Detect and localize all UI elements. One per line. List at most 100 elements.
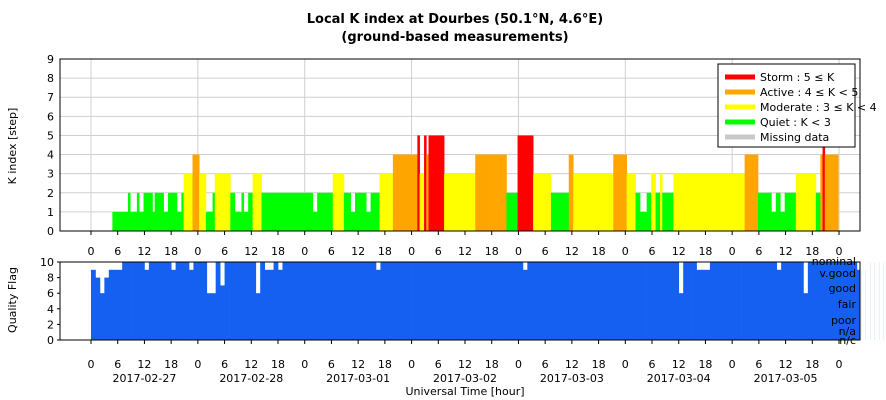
kindex-bar: [753, 154, 757, 231]
kindex-bar: [695, 173, 699, 231]
kindex-bar: [455, 173, 458, 231]
kindex-x-tick-label: 12: [137, 245, 151, 258]
kindex-bar: [165, 211, 169, 231]
kindex-bar: [593, 173, 596, 231]
quality-x-tick-label: 0: [194, 358, 201, 371]
quality-bar: [211, 293, 217, 340]
kindex-bar: [791, 192, 794, 231]
quality-bar: [660, 262, 666, 340]
quality-bar: [135, 262, 141, 340]
kindex-bar: [648, 192, 652, 231]
kindex-bar: [268, 192, 271, 231]
kindex-bar: [697, 173, 701, 231]
kindex-bar: [795, 173, 799, 231]
quality-bar: [322, 262, 328, 340]
kindex-bar: [637, 192, 641, 231]
kindex-bar: [259, 173, 262, 231]
kindex-x-tick-label: 0: [836, 245, 843, 258]
kindex-bar: [546, 173, 550, 231]
quality-bar: [215, 262, 221, 340]
kindex-bar: [717, 173, 721, 231]
quality-bar: [286, 262, 292, 340]
kindex-bar: [312, 211, 316, 231]
quality-x-tick-label: 6: [649, 358, 656, 371]
kindex-x-tick-label: 12: [458, 245, 472, 258]
quality-bar: [794, 262, 800, 340]
quality-bar: [416, 262, 421, 340]
kindex-bar: [720, 173, 723, 231]
kindex-bar: [283, 192, 287, 231]
kindex-bar: [646, 192, 650, 231]
kindex-bar: [239, 211, 242, 231]
quality-bar: [318, 262, 323, 340]
quality-x-tick-label: 6: [542, 358, 549, 371]
kindex-bar: [806, 173, 810, 231]
kindex-bar: [481, 154, 485, 231]
kindex-bar: [205, 211, 209, 231]
kindex-bar: [330, 192, 334, 231]
quality-bar: [389, 262, 395, 340]
quality-flag-label: good: [829, 282, 856, 295]
kindex-bar: [570, 154, 574, 231]
kindex-bar: [317, 192, 320, 231]
kindex-y-tick-label: 1: [47, 206, 54, 219]
quality-bar: [482, 262, 488, 340]
kindex-bar: [537, 173, 541, 231]
kindex-bar: [401, 154, 405, 231]
quality-bar: [433, 262, 439, 340]
kindex-bar: [535, 173, 538, 231]
kindex-bar: [528, 135, 532, 231]
kindex-bar: [579, 173, 583, 231]
kindex-bar: [395, 154, 398, 231]
kindex-bar: [773, 211, 777, 231]
kindex-bar: [410, 154, 414, 231]
kindex-bar: [597, 173, 601, 231]
kindex-bar: [366, 211, 369, 231]
kindex-bar: [321, 192, 325, 231]
kindex-bar: [762, 192, 766, 231]
quality-bar: [843, 262, 849, 340]
kindex-bar: [437, 135, 440, 231]
kindex-bar: [248, 192, 251, 231]
kindex-bar: [281, 192, 285, 231]
kindex-bar: [800, 173, 803, 231]
kindex-x-tick-label: 6: [114, 245, 121, 258]
quality-y-tick-label: 4: [47, 303, 54, 316]
quality-bar: [224, 262, 230, 340]
quality-bar: [447, 262, 453, 340]
kindex-bar: [655, 192, 659, 231]
quality-bar: [255, 293, 261, 340]
quality-bar: [126, 262, 132, 340]
kindex-bar: [586, 173, 590, 231]
kindex-bar: [350, 211, 354, 231]
kindex-bar: [343, 192, 347, 231]
kindex-bar: [490, 154, 494, 231]
quality-x-tick-label: 0: [729, 358, 736, 371]
kindex-bar: [608, 173, 612, 231]
quality-bar: [647, 262, 653, 340]
quality-bar: [589, 262, 595, 340]
quality-bar: [353, 262, 359, 340]
kindex-bar: [577, 173, 581, 231]
quality-bar: [180, 262, 185, 340]
kindex-bar: [208, 211, 211, 231]
kindex-bar: [134, 211, 138, 231]
kindex-bar: [722, 173, 725, 231]
kindex-bar: [225, 173, 229, 231]
kindex-bar: [352, 211, 356, 231]
kindex-x-tick-label: 0: [729, 245, 736, 258]
kindex-x-tick-label: 0: [408, 245, 415, 258]
quality-bar: [442, 262, 448, 340]
kindex-bar: [314, 211, 318, 231]
quality-bar: [692, 262, 697, 340]
kindex-bar: [642, 211, 645, 231]
kindex-x-tick-label: 6: [221, 245, 228, 258]
kindex-bar: [501, 154, 505, 231]
kindex-bar: [575, 173, 579, 231]
quality-bars: [60, 262, 884, 340]
kindex-bar: [544, 173, 547, 231]
kindex-bar: [822, 135, 826, 231]
quality-bar: [700, 269, 706, 340]
kindex-bar: [170, 192, 173, 231]
